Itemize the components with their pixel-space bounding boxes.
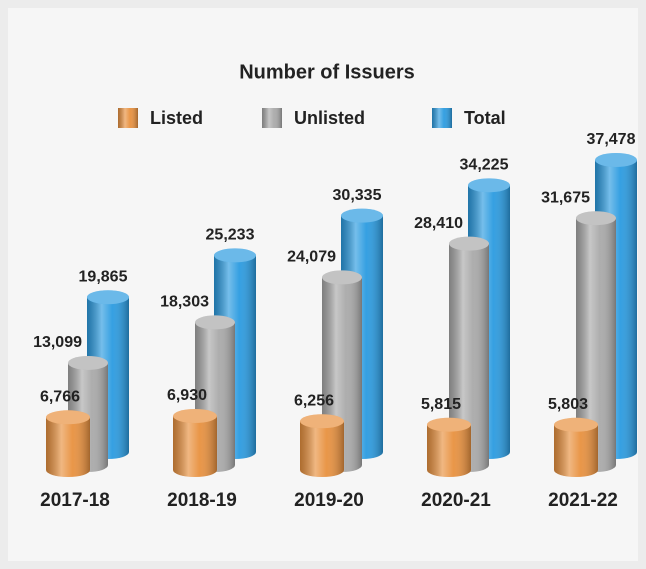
bar-top [341, 208, 383, 223]
value-label: 28,410 [414, 215, 463, 232]
bar-top [68, 355, 108, 370]
bar-top [214, 248, 256, 263]
x-tick-label: 2021-22 [548, 490, 618, 511]
bar-top-shine [195, 315, 235, 330]
bar-shade [554, 424, 598, 470]
bar-top-shine [427, 417, 471, 432]
x-tick-label: 2020-21 [421, 490, 491, 511]
bar-top-shine [468, 178, 510, 193]
bar-top-shine [576, 211, 616, 226]
bar-top [449, 236, 489, 251]
bar-top [427, 417, 471, 432]
x-tick-label: 2018-19 [167, 490, 237, 511]
value-label: 6,256 [294, 392, 334, 409]
legend-swatch-shade [118, 108, 138, 128]
legend-label: Total [464, 108, 506, 128]
value-label: 34,225 [460, 157, 509, 174]
value-label: 13,099 [33, 334, 82, 351]
bar-shade [173, 416, 217, 470]
bar-shade [300, 421, 344, 470]
bar-top [87, 290, 129, 305]
bar-top-shine [46, 410, 90, 425]
bar-top [322, 270, 362, 285]
bar-top-shine [449, 236, 489, 251]
bar-top [300, 414, 344, 429]
legend-label: Unlisted [294, 108, 365, 128]
bar-top [595, 153, 637, 167]
bar-top-shine [300, 414, 344, 429]
value-label: 6,930 [167, 387, 207, 404]
bar-top [46, 410, 90, 425]
bar-shade [46, 417, 90, 470]
bar-top [173, 409, 217, 424]
bar-shade [427, 424, 471, 470]
bar-top-shine [87, 290, 129, 305]
value-label: 24,079 [287, 249, 336, 266]
bar-top [195, 315, 235, 330]
value-label: 5,803 [548, 396, 588, 413]
value-label: 6,766 [40, 389, 80, 406]
value-label: 5,815 [421, 396, 461, 413]
bar-top [468, 178, 510, 193]
value-label: 19,865 [79, 268, 128, 285]
x-tick-label: 2017-18 [40, 490, 110, 511]
value-label: 31,675 [541, 189, 590, 206]
bar-top [576, 211, 616, 226]
chart-title: Number of Issuers [239, 61, 415, 83]
bar-top-shine [173, 409, 217, 424]
value-label: 18,303 [160, 294, 209, 311]
x-tick-label: 2019-20 [294, 490, 364, 511]
legend-swatch-shade [262, 108, 282, 128]
bar-top-shine [341, 208, 383, 223]
bar-top-shine [595, 153, 637, 167]
bar-top-shine [322, 270, 362, 285]
bar-top-shine [214, 248, 256, 263]
legend-swatch-shade [432, 108, 452, 128]
value-label: 25,233 [206, 227, 255, 244]
legend-label: Listed [150, 108, 203, 128]
bar-top [554, 417, 598, 432]
bar-top-shine [554, 417, 598, 432]
value-label: 37,478 [587, 131, 636, 148]
value-label: 30,335 [333, 187, 382, 204]
bar-top-shine [68, 355, 108, 370]
